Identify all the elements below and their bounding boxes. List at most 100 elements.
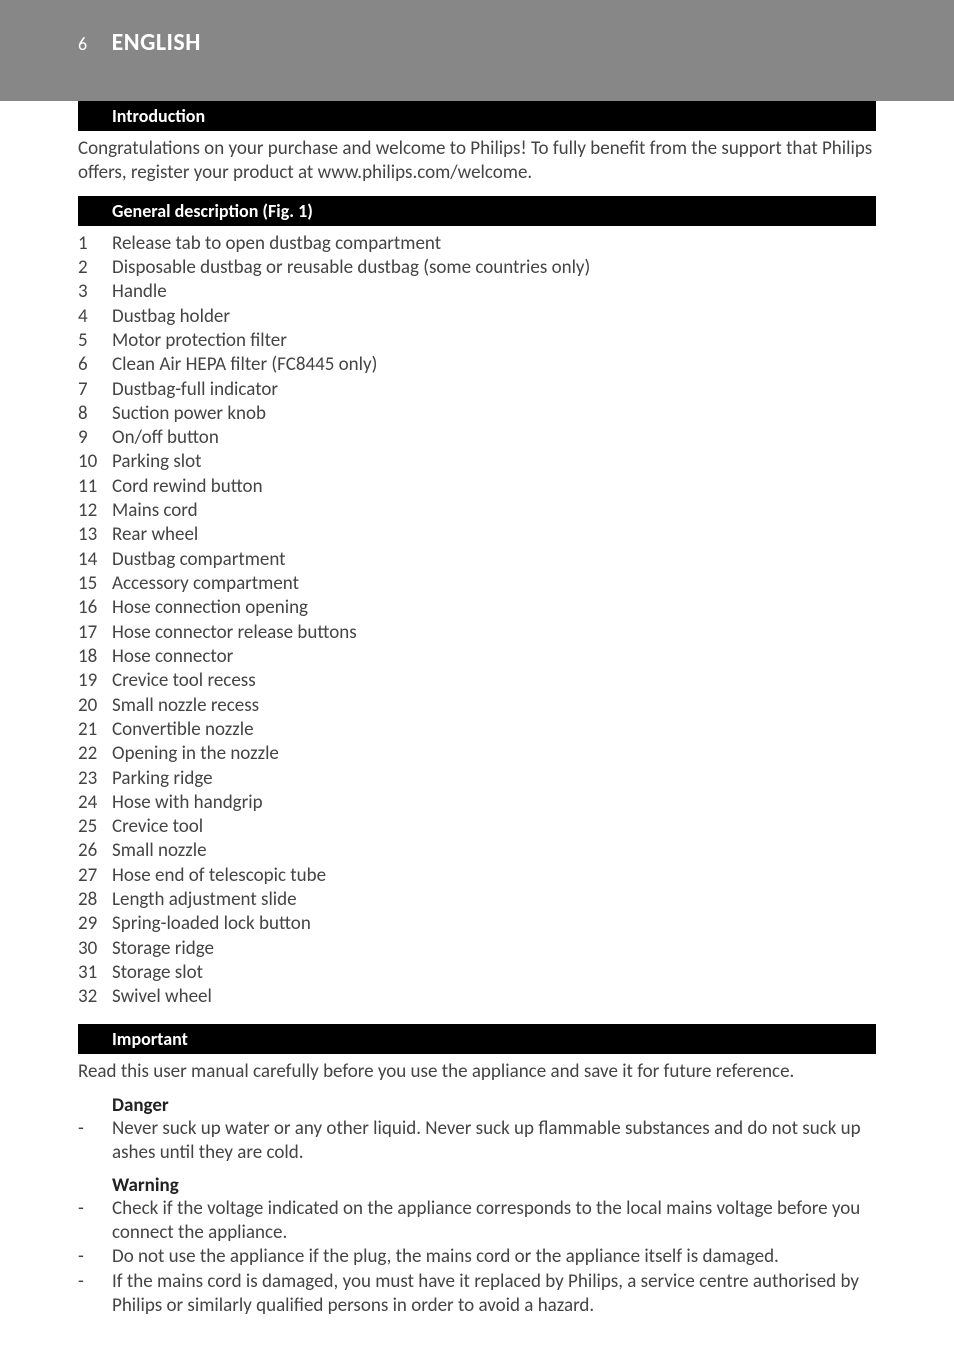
introduction-text: Congratulations on your purchase and wel… (78, 137, 876, 186)
item-text: Convertible nozzle (112, 718, 254, 742)
list-item: 32Swivel wheel (78, 985, 876, 1009)
item-number: 1 (78, 232, 112, 256)
list-item: 5Motor protection filter (78, 329, 876, 353)
list-item: 16Hose connection opening (78, 596, 876, 620)
list-item: 18Hose connector (78, 645, 876, 669)
list-item: -If the mains cord is damaged, you must … (78, 1270, 876, 1319)
item-text: Hose with handgrip (112, 791, 263, 815)
item-text: Never suck up water or any other liquid.… (112, 1117, 876, 1166)
list-item: 25Crevice tool (78, 815, 876, 839)
item-text: Hose end of telescopic tube (112, 864, 326, 888)
item-number: 30 (78, 937, 112, 961)
item-number: 9 (78, 426, 112, 450)
list-item: 8Suction power knob (78, 402, 876, 426)
item-text: If the mains cord is damaged, you must h… (112, 1270, 876, 1319)
list-item: -Check if the voltage indicated on the a… (78, 1197, 876, 1246)
item-number: 31 (78, 961, 112, 985)
sub-heading-danger: Danger (78, 1094, 876, 1117)
item-text: Hose connector release buttons (112, 621, 357, 645)
dash-bullet: - (78, 1270, 112, 1319)
item-text: Spring-loaded lock button (112, 912, 311, 936)
item-text: Storage ridge (112, 937, 214, 961)
list-item: 14Dustbag compartment (78, 548, 876, 572)
item-number: 16 (78, 596, 112, 620)
item-number: 22 (78, 742, 112, 766)
item-number: 13 (78, 523, 112, 547)
item-text: Dustbag-full indicator (112, 378, 278, 402)
list-item: 10Parking slot (78, 450, 876, 474)
list-item: 13Rear wheel (78, 523, 876, 547)
item-text: Do not use the appliance if the plug, th… (112, 1245, 876, 1269)
list-item: 12Mains cord (78, 499, 876, 523)
item-number: 20 (78, 694, 112, 718)
item-text: Small nozzle recess (112, 694, 259, 718)
item-number: 15 (78, 572, 112, 596)
item-text: Parking ridge (112, 767, 213, 791)
item-number: 3 (78, 280, 112, 304)
item-text: Rear wheel (112, 523, 198, 547)
section-heading-introduction: Introduction (78, 101, 876, 131)
list-item: 7Dustbag-full indicator (78, 378, 876, 402)
list-item: 3Handle (78, 280, 876, 304)
item-text: Mains cord (112, 499, 198, 523)
item-number: 6 (78, 353, 112, 377)
warning-list: -Check if the voltage indicated on the a… (78, 1197, 876, 1319)
list-item: 23Parking ridge (78, 767, 876, 791)
item-text: Hose connection opening (112, 596, 308, 620)
dash-bullet: - (78, 1245, 112, 1269)
item-number: 8 (78, 402, 112, 426)
item-number: 32 (78, 985, 112, 1009)
list-item: 1Release tab to open dustbag compartment (78, 232, 876, 256)
item-number: 10 (78, 450, 112, 474)
page-header: 6 ENGLISH (0, 0, 954, 101)
item-number: 23 (78, 767, 112, 791)
list-item: 29Spring-loaded lock button (78, 912, 876, 936)
language-label: ENGLISH (112, 28, 201, 57)
list-item: 26Small nozzle (78, 839, 876, 863)
important-text: Read this user manual carefully before y… (78, 1060, 876, 1084)
item-text: Check if the voltage indicated on the ap… (112, 1197, 876, 1246)
item-number: 12 (78, 499, 112, 523)
item-text: Motor protection filter (112, 329, 287, 353)
item-number: 11 (78, 475, 112, 499)
item-text: Storage slot (112, 961, 203, 985)
item-text: Crevice tool recess (112, 669, 256, 693)
list-item: 17Hose connector release buttons (78, 621, 876, 645)
item-text: On/off button (112, 426, 219, 450)
dash-bullet: - (78, 1197, 112, 1246)
item-text: Handle (112, 280, 167, 304)
item-number: 5 (78, 329, 112, 353)
list-item: 2Disposable dustbag or reusable dustbag … (78, 256, 876, 280)
sub-heading-warning: Warning (78, 1174, 876, 1197)
list-item: -Do not use the appliance if the plug, t… (78, 1245, 876, 1269)
item-text: Crevice tool (112, 815, 203, 839)
section-heading-important: Important (78, 1024, 876, 1054)
item-text: Release tab to open dustbag compartment (112, 232, 441, 256)
item-number: 17 (78, 621, 112, 645)
item-number: 28 (78, 888, 112, 912)
item-text: Dustbag compartment (112, 548, 286, 572)
list-item: 30Storage ridge (78, 937, 876, 961)
item-text: Small nozzle (112, 839, 207, 863)
item-number: 26 (78, 839, 112, 863)
list-item: 15Accessory compartment (78, 572, 876, 596)
list-item: 27Hose end of telescopic tube (78, 864, 876, 888)
item-text: Swivel wheel (112, 985, 212, 1009)
list-item: 20Small nozzle recess (78, 694, 876, 718)
dash-bullet: - (78, 1117, 112, 1166)
item-text: Length adjustment slide (112, 888, 297, 912)
item-number: 24 (78, 791, 112, 815)
item-number: 7 (78, 378, 112, 402)
item-number: 21 (78, 718, 112, 742)
list-item: 31Storage slot (78, 961, 876, 985)
list-item: 24Hose with handgrip (78, 791, 876, 815)
item-text: Disposable dustbag or reusable dustbag (… (112, 256, 590, 280)
list-item: 4Dustbag holder (78, 305, 876, 329)
list-item: 21Convertible nozzle (78, 718, 876, 742)
danger-list: -Never suck up water or any other liquid… (78, 1117, 876, 1166)
item-text: Accessory compartment (112, 572, 299, 596)
section-heading-general-description: General description (Fig. 1) (78, 196, 876, 226)
list-item: 28Length adjustment slide (78, 888, 876, 912)
item-number: 14 (78, 548, 112, 572)
item-text: Cord rewind button (112, 475, 263, 499)
